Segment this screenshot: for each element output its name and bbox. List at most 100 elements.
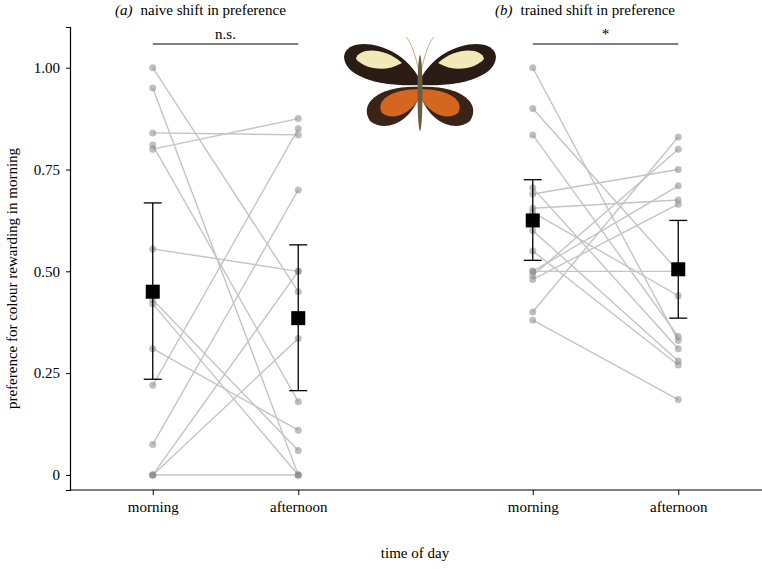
individual-point (149, 471, 156, 478)
individual-point (529, 105, 536, 112)
individual-point (529, 64, 536, 71)
individual-line (533, 231, 679, 361)
individual-point (675, 345, 682, 352)
butterfly-forewing (344, 44, 420, 85)
individual-line (533, 204, 679, 279)
individual-line (533, 170, 679, 194)
butterfly-orange (420, 89, 460, 116)
individual-line (153, 339, 299, 475)
individual-point (529, 317, 536, 324)
individual-line (533, 186, 679, 272)
x-tick-label: afternoon (270, 499, 328, 515)
error-bar-cap (669, 220, 687, 221)
butterfly-patch (356, 50, 402, 68)
x-axis: morning afternoon (128, 490, 328, 515)
butterfly-forewing (420, 44, 496, 85)
mean-marker (146, 285, 160, 299)
individual-line (533, 108, 679, 271)
y-tick-label: 0 (53, 467, 61, 483)
error-bar (144, 203, 162, 379)
error-bar (524, 180, 542, 261)
y-tick-mark (66, 373, 70, 374)
individual-point (149, 382, 156, 389)
individual-point (295, 125, 302, 132)
individual-point (149, 64, 156, 71)
x-tick-label: morning (508, 499, 559, 515)
individual-point (675, 361, 682, 368)
individual-point (295, 131, 302, 138)
error-bar-cap (524, 260, 542, 261)
significance-bar (533, 44, 679, 45)
individual-point (675, 396, 682, 403)
individual-line (533, 137, 679, 312)
y-tick: 0.75 (34, 162, 70, 178)
error-bar-cap (524, 179, 542, 180)
x-tick-mark (533, 490, 534, 495)
x-tick-label: afternoon (650, 499, 708, 515)
y-tick-label: 0.50 (34, 264, 60, 280)
butterfly-patch (438, 50, 484, 68)
individual-line (533, 200, 679, 208)
error-bar-cap (289, 390, 307, 391)
error-bar (289, 245, 307, 391)
butterfly-orange (380, 89, 420, 116)
chart: 00.250.500.751.00preference for colour r… (0, 0, 762, 569)
x-axis: morning afternoon (508, 490, 708, 515)
x-tick: afternoon (270, 490, 328, 515)
individual-point (149, 85, 156, 92)
y-tick-mark (66, 170, 70, 171)
individual-point (295, 471, 302, 478)
panel-tag: (a) (115, 2, 133, 19)
individual-point (295, 471, 302, 478)
individual-point (295, 398, 302, 405)
x-axis-title: time of day (381, 545, 450, 561)
butterfly-hindwing (420, 87, 473, 126)
error-bar-cap (289, 244, 307, 245)
panel-title: (b) trained shift in preference (495, 2, 675, 19)
y-axis: 0 0.25 0.50 0.75 1.00 (34, 28, 71, 491)
y-tick-label: 0.75 (34, 162, 60, 178)
individual-point (675, 166, 682, 173)
x-tick-mark (678, 490, 679, 495)
butterfly-body (418, 55, 423, 131)
individual-line (153, 300, 299, 451)
y-tick: 0.25 (34, 365, 70, 381)
y-tick-label: 1.00 (34, 60, 60, 76)
x-tick-label: morning (128, 499, 179, 515)
panel-tag: (b) (495, 2, 513, 19)
y-tick-mark (66, 68, 70, 69)
individual-point (295, 186, 302, 193)
individual-point (149, 471, 156, 478)
individual-point (529, 131, 536, 138)
individual-point (529, 276, 536, 283)
panel-title-text: trained shift in preference (521, 2, 676, 18)
individual-point (675, 133, 682, 140)
individual-point (295, 471, 302, 478)
panel-title: (a) naive shift in preference (115, 2, 286, 19)
plot-area (144, 64, 688, 478)
y-tick-mark (66, 475, 70, 476)
individual-line (153, 249, 299, 271)
individual-line (533, 320, 679, 399)
individual-line (153, 474, 299, 475)
individual-point (675, 182, 682, 189)
x-tick: morning (128, 490, 179, 515)
mean-marker (526, 213, 540, 227)
significance-bar (153, 44, 299, 45)
error-bar-cap (144, 202, 162, 203)
x-axis-line (70, 489, 762, 490)
individual-line (153, 271, 299, 475)
individual-point (529, 309, 536, 316)
individual-point (149, 471, 156, 478)
panel-title-text: naive shift in preference (141, 2, 287, 18)
individual-line (153, 145, 299, 402)
significance-label: n.s. (215, 26, 236, 42)
significance-label: * (602, 26, 610, 42)
individual-line (153, 119, 299, 150)
error-bar-cap (669, 318, 687, 319)
y-axis-line (66, 28, 71, 491)
individual-point (675, 146, 682, 153)
mean-marker (291, 311, 305, 325)
individual-point (149, 129, 156, 136)
individual-point (295, 427, 302, 434)
